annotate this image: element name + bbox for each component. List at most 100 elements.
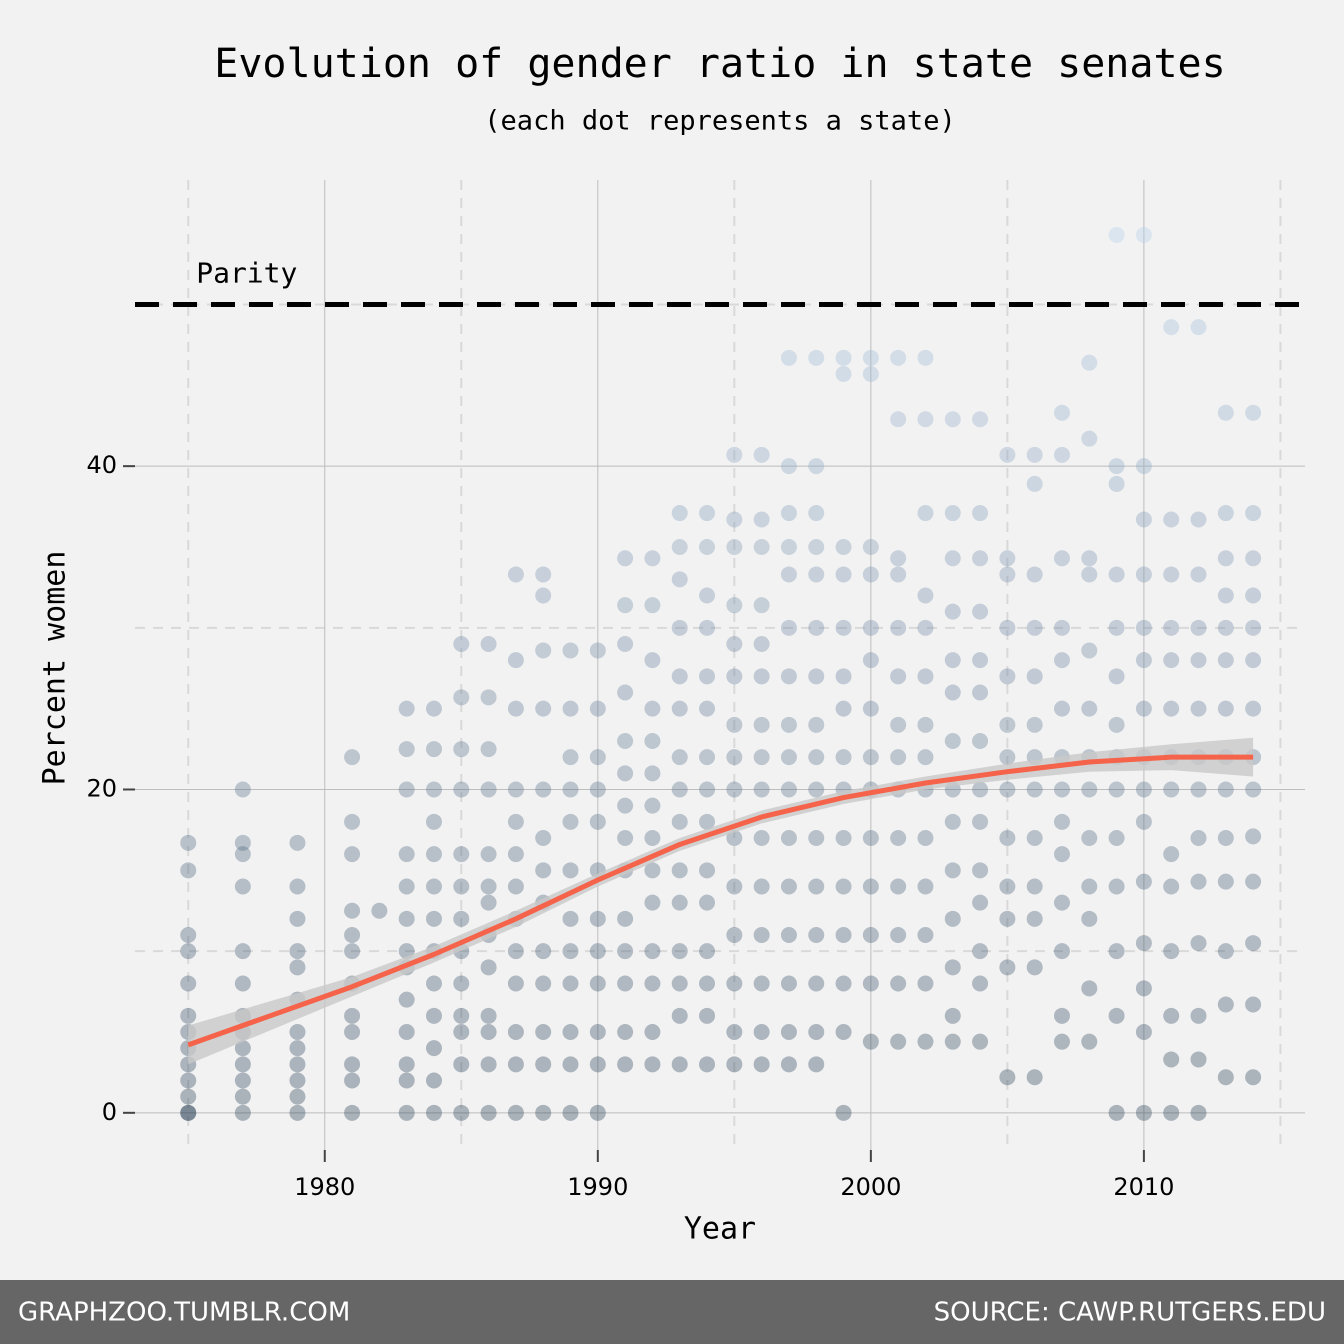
dot [1217,587,1234,604]
dot [699,505,716,522]
dot [999,566,1016,583]
dot [1217,829,1234,846]
dot [1190,619,1207,636]
dot [726,926,743,943]
dot [999,446,1016,463]
dot [1135,813,1152,830]
dot [699,813,716,830]
dot [644,829,661,846]
dot [753,749,770,766]
dot [808,975,825,992]
dot [999,716,1016,733]
dot [753,878,770,895]
dot [180,943,197,960]
dot [644,732,661,749]
dot [944,603,961,620]
dot [535,829,552,846]
dot [808,1056,825,1073]
dot [671,975,688,992]
dot [1135,935,1152,952]
dot [1081,781,1098,798]
dot [562,943,579,960]
dot [890,829,907,846]
dot [535,781,552,798]
dot [1108,943,1125,960]
dot [425,741,442,758]
dot [289,1104,306,1121]
dot [234,1056,251,1073]
dot [890,619,907,636]
dot [944,411,961,428]
dot [780,926,797,943]
dot [862,619,879,636]
dot [617,943,634,960]
dot [835,700,852,717]
dot [1053,652,1070,669]
dot [562,862,579,879]
dot [1135,652,1152,669]
dot [1245,652,1262,669]
dot [1190,1051,1207,1068]
dot [480,781,497,798]
dot [753,716,770,733]
y-axis-label: Percent women [38,551,73,786]
dot [890,349,907,366]
dot [234,846,251,863]
dot [972,732,989,749]
dot [1217,781,1234,798]
dot [1108,716,1125,733]
dot [917,716,934,733]
dot [944,910,961,927]
dot [425,1104,442,1121]
dot [753,975,770,992]
dot [1163,846,1180,863]
dot [617,732,634,749]
dot [1190,652,1207,669]
dot [1217,619,1234,636]
dot [480,741,497,758]
dot [589,1056,606,1073]
dot [671,781,688,798]
dot [699,749,716,766]
dot [289,910,306,927]
dot [862,1033,879,1050]
dot [999,910,1016,927]
dot [1053,1033,1070,1050]
dot [780,566,797,583]
dot [835,829,852,846]
dot [1053,550,1070,567]
x-tick-label: 1990 [567,1173,628,1201]
dot [699,943,716,960]
dot [890,878,907,895]
dot [780,505,797,522]
dot [726,635,743,652]
dot [180,926,197,943]
dot [453,635,470,652]
dot [535,566,552,583]
dot [671,813,688,830]
dot [1108,619,1125,636]
x-tick-label: 2010 [1113,1173,1174,1201]
dot [726,597,743,614]
dot [1081,430,1098,447]
dot [398,1056,415,1073]
dot [617,829,634,846]
dot [1217,505,1234,522]
dot [480,1104,497,1121]
dot [289,1023,306,1040]
dot [780,716,797,733]
dot [453,741,470,758]
dot [507,1023,524,1040]
dot [507,878,524,895]
dot [1081,910,1098,927]
dot [562,642,579,659]
dot [1081,1033,1098,1050]
dot [507,813,524,830]
dot [1081,829,1098,846]
dot [808,349,825,366]
dot [644,597,661,614]
dot [972,894,989,911]
dot [535,975,552,992]
dot [234,1088,251,1105]
overlay: Parity [135,256,1305,1065]
